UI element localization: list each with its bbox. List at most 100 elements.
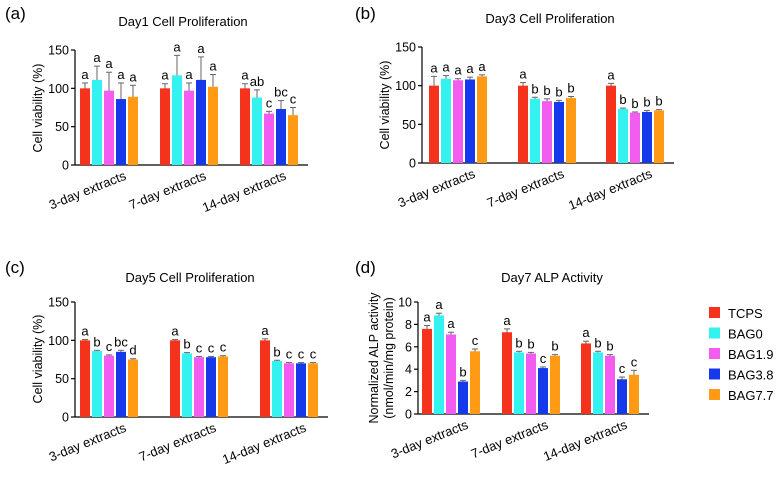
significance-label: a — [171, 324, 179, 339]
bar-bag1-9 — [184, 90, 194, 165]
bar-bag0 — [530, 98, 540, 163]
significance-label: b — [531, 81, 538, 96]
bar-bag3-8 — [458, 381, 468, 414]
x-category-label: 14-day extracts — [200, 168, 288, 215]
y-tick-label: 50 — [402, 118, 416, 132]
significance-label: b — [567, 80, 574, 95]
bar-tcps — [581, 343, 591, 414]
significance-label: a — [209, 59, 217, 74]
y-axis-label: Cell viability (%) — [378, 61, 392, 150]
chart-title: Day3 Cell Proliferation — [485, 11, 614, 26]
y-tick-label: 100 — [48, 82, 69, 96]
chart-title: Day7 ALP Activity — [501, 270, 603, 285]
significance-label: b — [555, 84, 562, 99]
y-tick-label: 150 — [48, 296, 69, 310]
legend-swatch-bag7-7 — [709, 389, 720, 400]
significance-label: b — [459, 364, 466, 379]
x-category-label: 3-day extracts — [47, 168, 129, 213]
significance-label: a — [117, 67, 125, 82]
bar-bag7-7 — [477, 76, 487, 163]
bar-bag3-8 — [296, 363, 306, 417]
significance-label: b — [273, 344, 280, 359]
significance-label: a — [430, 60, 438, 75]
bar-bag3-8 — [617, 379, 627, 414]
x-category-label: 7-day extracts — [485, 166, 567, 211]
bar-tcps — [518, 85, 528, 163]
significance-label: a — [454, 63, 462, 78]
y-axis-label: Cell viability (%) — [31, 315, 45, 404]
significance-label: a — [185, 67, 193, 82]
significance-label: b — [655, 94, 662, 109]
significance-label: a — [261, 323, 269, 338]
legend-swatch-bag1-9 — [709, 348, 720, 359]
chart-panel-2: (b) Day3 Cell Proliferation 0 50 100 150Cell … — [355, 4, 674, 213]
bar-bag1-9 — [542, 101, 552, 163]
bar-bag1-9 — [104, 90, 114, 165]
y-tick-label: 10 — [398, 296, 412, 310]
significance-label: a — [173, 39, 181, 54]
significance-label: a — [81, 324, 89, 339]
y-axis-label-line: Normalized ALP activity — [367, 292, 381, 424]
significance-label: c — [266, 95, 273, 110]
significance-label: c — [619, 361, 626, 376]
bar-tcps — [170, 340, 180, 417]
chart-panel-1: (a) Day1 Cell Proliferation 0 50 100 150Cell … — [5, 4, 308, 215]
bar-bag7-7 — [629, 374, 639, 414]
y-tick-label: 0 — [405, 408, 412, 422]
bar-bag0 — [252, 97, 262, 165]
significance-label: c — [472, 333, 479, 348]
bar-bag3-8 — [206, 357, 216, 417]
y-tick-label: 0 — [409, 157, 416, 171]
y-tick-label: 100 — [48, 334, 69, 348]
bar-bag0 — [441, 78, 451, 163]
bar-bag1-9 — [264, 113, 274, 165]
chart-title: Day1 Cell Proliferation — [118, 14, 247, 29]
legend-label: BAG1.9 — [728, 347, 774, 362]
bar-bag7-7 — [654, 110, 664, 163]
bar-bag1-9 — [194, 357, 204, 417]
y-tick-label: 2 — [405, 385, 412, 399]
significance-label: a — [241, 68, 249, 83]
y-axis-label: Cell viability (%) — [31, 64, 45, 153]
bar-tcps — [240, 88, 250, 165]
bar-tcps — [80, 88, 90, 165]
bar-bag7-7 — [550, 355, 560, 414]
significance-label: a — [93, 50, 101, 65]
significance-label: c — [631, 354, 638, 369]
significance-label: b — [631, 96, 638, 111]
bar-tcps — [502, 332, 512, 414]
x-category-label: 14-day extracts — [566, 166, 654, 213]
x-category-label: 14-day extracts — [220, 420, 308, 467]
bar-bag3-8 — [554, 101, 564, 163]
significance-label: a — [519, 67, 527, 82]
bar-bag0 — [92, 351, 102, 417]
chart-title: Day5 Cell Proliferation — [125, 270, 254, 285]
legend-label: BAG3.8 — [728, 368, 774, 383]
significance-label: a — [435, 297, 443, 312]
significance-label: bc — [114, 334, 128, 349]
significance-label: a — [81, 67, 89, 82]
y-tick-label: 4 — [405, 363, 412, 377]
significance-label: b — [527, 336, 534, 351]
x-category-label: 3-day extracts — [47, 420, 129, 465]
bar-tcps — [160, 88, 170, 165]
bar-bag7-7 — [128, 96, 138, 165]
bar-bag7-7 — [308, 363, 318, 417]
panel-label: (b) — [355, 4, 376, 23]
y-tick-label: 6 — [405, 340, 412, 354]
bar-tcps — [260, 340, 270, 417]
significance-label: a — [442, 60, 450, 75]
x-category-label: 7-day extracts — [127, 168, 209, 213]
y-tick-label: 0 — [62, 411, 69, 425]
bar-bag1-9 — [630, 112, 640, 163]
significance-label: c — [298, 347, 305, 362]
x-category-label: 7-day extracts — [137, 420, 219, 465]
x-category-label: 14-day extracts — [541, 417, 629, 464]
significance-label: c — [290, 92, 297, 107]
bar-bag7-7 — [566, 98, 576, 163]
y-tick-label: 150 — [48, 44, 69, 58]
significance-label: b — [551, 339, 558, 354]
significance-label: b — [183, 337, 190, 352]
significance-label: a — [503, 313, 511, 328]
significance-label: c — [540, 351, 547, 366]
